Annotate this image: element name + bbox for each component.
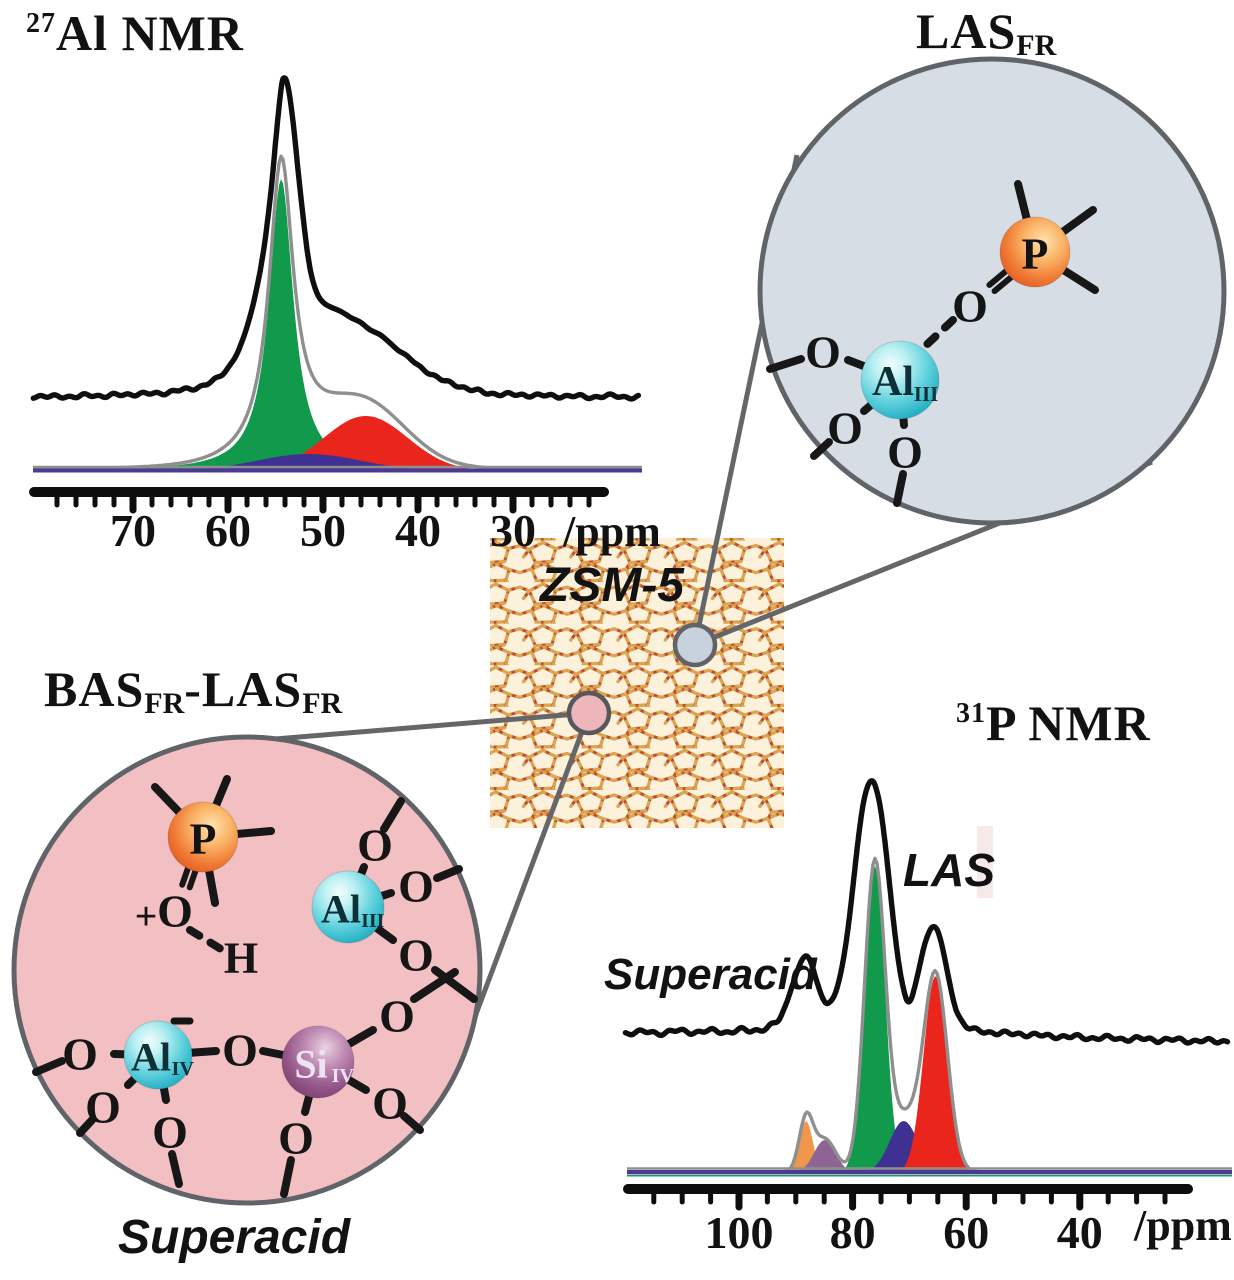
p-sphere bbox=[167, 801, 239, 873]
bond bbox=[76, 1116, 96, 1137]
connector-line bbox=[262, 710, 590, 743]
experimental-spectrum-line bbox=[622, 778, 1231, 1046]
bas-las-fr-title: BASFR-LASFR bbox=[44, 661, 343, 720]
superacid-peak-label: Superacid bbox=[604, 950, 817, 999]
zsm5-label: ZSM-5 bbox=[540, 559, 684, 612]
oxygen-atom: O bbox=[379, 991, 415, 1042]
sphere-sublabel: III bbox=[914, 382, 939, 406]
oxygen-atom: O bbox=[398, 861, 434, 912]
nmr-spectra: 70 60 50 40 30/ppm 100 80 60 40/ppm bbox=[29, 75, 1232, 1258]
framework-site-dots bbox=[566, 622, 718, 736]
bond bbox=[380, 797, 405, 833]
bond bbox=[280, 1156, 295, 1198]
experimental-spectrum-line bbox=[30, 75, 642, 402]
sphere-sublabel: IV bbox=[332, 1065, 355, 1087]
bond bbox=[433, 865, 463, 882]
las-fr-title: LASFR bbox=[916, 3, 1057, 62]
bond bbox=[766, 355, 805, 373]
oxygen-atom: O bbox=[62, 1029, 98, 1080]
al27-spectrum: 70 60 50 40 30/ppm bbox=[29, 75, 661, 556]
superacid-circle-label: Superacid bbox=[118, 1211, 351, 1264]
sphere-label: P bbox=[190, 815, 217, 864]
tick-label: 80 bbox=[830, 1207, 876, 1258]
oxygen-atom: O bbox=[222, 1025, 258, 1076]
al-isotope-superscript: 27 bbox=[26, 8, 56, 39]
sphere-sublabel: IV bbox=[172, 1058, 195, 1080]
highlight-artifact bbox=[977, 826, 993, 898]
sphere-sublabel: III bbox=[361, 910, 385, 932]
dashed-bond bbox=[186, 926, 228, 955]
las-peak-label: LAS bbox=[903, 844, 995, 896]
p-sphere bbox=[999, 216, 1071, 288]
las-site-dot bbox=[672, 622, 718, 668]
bas-site-dot bbox=[566, 690, 612, 736]
oxygen-atom: O bbox=[398, 930, 434, 981]
al-sphere bbox=[123, 1020, 193, 1090]
oxygen-atom: O bbox=[827, 403, 863, 454]
plus-charge: + bbox=[135, 894, 158, 939]
tick-label: 100 bbox=[705, 1207, 774, 1258]
tick-label: 40 bbox=[1057, 1207, 1103, 1258]
al-sphere bbox=[311, 870, 385, 944]
sphere-label: Al bbox=[872, 359, 914, 405]
fit-component bbox=[33, 179, 642, 471]
tick-label: 70 bbox=[110, 505, 156, 556]
bond bbox=[168, 1150, 183, 1188]
si-sphere bbox=[281, 1025, 355, 1099]
tick-label: 60 bbox=[205, 505, 251, 556]
oxygen-atom: O bbox=[887, 427, 923, 478]
p31-spectrum: 100 80 60 40/ppm bbox=[622, 778, 1232, 1258]
bond bbox=[32, 1057, 66, 1076]
tick-label: 50 bbox=[300, 505, 346, 556]
p-isotope-superscript: 31 bbox=[956, 698, 986, 729]
bond bbox=[893, 470, 907, 507]
tick-label: 40 bbox=[395, 505, 441, 556]
oxygen-atom: O bbox=[805, 327, 841, 378]
axis-unit-label: /ppm bbox=[1133, 1201, 1232, 1250]
fit-envelope bbox=[33, 154, 641, 472]
sphere-label: Al bbox=[321, 887, 361, 932]
zsm5-framework-panel bbox=[490, 538, 784, 828]
bond bbox=[431, 966, 478, 1003]
al-nmr-title: 27Al NMR bbox=[26, 5, 244, 61]
al-sphere bbox=[860, 340, 940, 420]
zsm5-framework-image bbox=[490, 538, 784, 828]
oxygen-atom: O bbox=[357, 820, 393, 871]
sphere-label: Al bbox=[131, 1035, 171, 1080]
tick-label: 60 bbox=[943, 1207, 989, 1258]
oxygen-atom: O bbox=[278, 1113, 314, 1164]
bond bbox=[810, 438, 833, 460]
oxygen-atom: O bbox=[152, 1107, 188, 1158]
p-nmr-title: 31P NMR bbox=[956, 695, 1151, 751]
bond bbox=[410, 968, 459, 1003]
oxygen-atom: O bbox=[85, 1082, 121, 1133]
axis-unit-label: /ppm bbox=[562, 507, 661, 556]
tick-label: 30 bbox=[490, 505, 536, 556]
oxygen-atom: O bbox=[157, 886, 193, 937]
sphere-label: Si bbox=[294, 1042, 327, 1087]
sphere-label: P bbox=[1022, 230, 1049, 279]
bond bbox=[400, 1112, 424, 1134]
fit-component bbox=[33, 454, 642, 471]
oxygen-atom: O bbox=[952, 281, 988, 332]
fit-component bbox=[627, 976, 1232, 1173]
oxygen-atom: O bbox=[372, 1078, 408, 1129]
dashed-bond bbox=[917, 316, 957, 354]
hydrogen-atom: H bbox=[224, 934, 258, 983]
fit-component bbox=[33, 416, 642, 471]
